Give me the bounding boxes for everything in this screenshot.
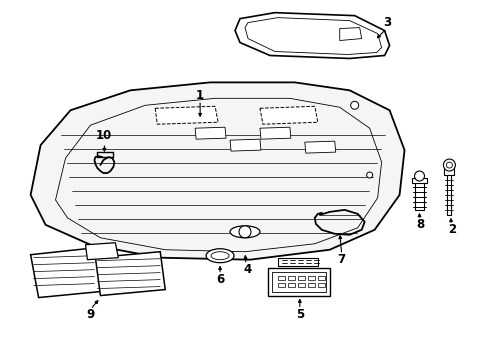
Ellipse shape: [366, 172, 372, 178]
Polygon shape: [31, 82, 404, 260]
Polygon shape: [277, 276, 285, 280]
Text: 9: 9: [86, 308, 94, 321]
Polygon shape: [414, 182, 424, 210]
Polygon shape: [95, 252, 165, 296]
Text: 3: 3: [383, 16, 391, 29]
Text: 5: 5: [295, 308, 304, 321]
Ellipse shape: [443, 159, 454, 171]
Polygon shape: [235, 13, 389, 58]
Polygon shape: [195, 127, 225, 139]
Polygon shape: [229, 139, 261, 151]
Polygon shape: [155, 106, 218, 124]
Text: 1: 1: [196, 89, 204, 102]
Polygon shape: [277, 283, 285, 287]
Polygon shape: [287, 276, 294, 280]
Polygon shape: [31, 248, 100, 298]
Ellipse shape: [414, 171, 424, 181]
Polygon shape: [271, 272, 325, 292]
Text: 10: 10: [95, 129, 111, 142]
Polygon shape: [85, 243, 118, 260]
Polygon shape: [304, 141, 335, 153]
Ellipse shape: [239, 226, 250, 238]
Polygon shape: [287, 283, 294, 287]
Polygon shape: [307, 276, 314, 280]
Ellipse shape: [446, 162, 451, 168]
Text: 7: 7: [337, 253, 345, 266]
Polygon shape: [297, 283, 304, 287]
Ellipse shape: [205, 249, 234, 263]
Text: 2: 2: [447, 223, 455, 236]
Polygon shape: [317, 283, 324, 287]
Text: 8: 8: [415, 218, 424, 231]
Polygon shape: [317, 276, 324, 280]
Ellipse shape: [229, 226, 260, 238]
Ellipse shape: [211, 252, 228, 260]
Polygon shape: [277, 258, 317, 266]
Text: 4: 4: [244, 263, 252, 276]
Polygon shape: [444, 168, 453, 175]
Polygon shape: [260, 127, 290, 139]
Polygon shape: [297, 276, 304, 280]
Ellipse shape: [350, 101, 358, 109]
Polygon shape: [411, 178, 427, 183]
Polygon shape: [260, 106, 317, 124]
Polygon shape: [339, 28, 361, 41]
Polygon shape: [307, 283, 314, 287]
Text: 6: 6: [216, 273, 224, 286]
Polygon shape: [447, 175, 450, 215]
Polygon shape: [267, 268, 329, 296]
